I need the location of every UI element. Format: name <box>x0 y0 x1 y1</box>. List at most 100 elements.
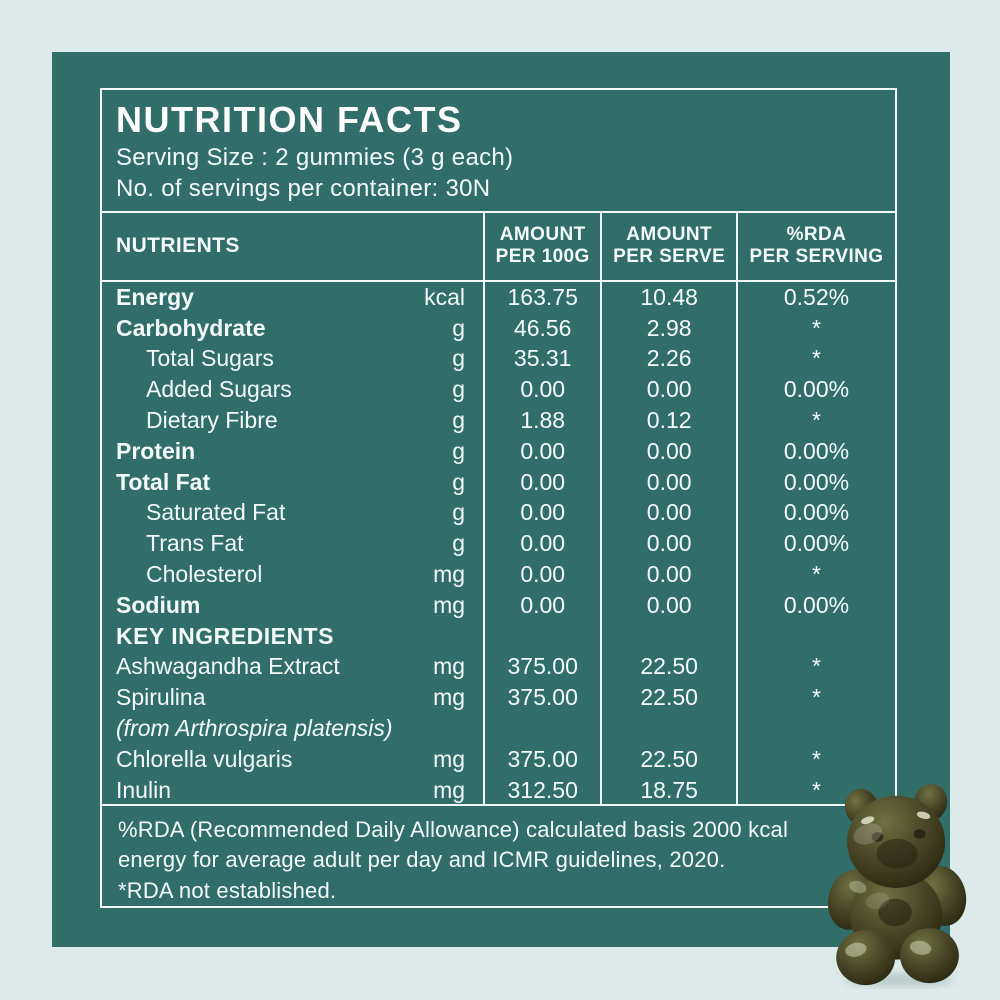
nutrient-name: Total Sugars <box>146 345 274 372</box>
table-row: Total Sugars g 35.31 2.26 * <box>102 343 895 374</box>
table-row: Dietary Fibre g 1.88 0.12 * <box>102 404 895 436</box>
table-row: Sodium mg 0.00 0.00 0.00% <box>102 589 895 621</box>
table-row: Chlorella vulgaris mg 375.00 22.50 * <box>102 743 895 775</box>
nutrient-unit: g <box>452 407 466 434</box>
table-row: Ashwagandha Extract mg 375.00 22.50 * <box>102 651 895 682</box>
value-per-serve <box>602 620 738 652</box>
value-per-100g: 35.31 <box>485 343 603 374</box>
value-per-serve: 0.00 <box>602 435 738 467</box>
nutrient-name-cell: Trans Fat g <box>102 527 486 559</box>
nutrient-unit: mg <box>433 653 466 680</box>
nutrient-name-cell: Inulin mg <box>102 774 486 806</box>
nutrient-name: Trans Fat <box>146 530 244 557</box>
value-per-100g <box>485 712 603 744</box>
nutrient-name-cell: (from Arthrospira platensis) <box>102 712 486 744</box>
nutrient-name-cell: Energy kcal <box>102 281 486 313</box>
table-row: Added Sugars g 0.00 0.00 0.00% <box>102 373 895 405</box>
column-header-rda-per-serving: %RDA PER SERVING <box>749 224 884 268</box>
table-body: Energy kcal 163.75 10.48 0.52% Carbohydrate g 4… <box>102 281 895 806</box>
nutrient-unit: g <box>452 345 466 372</box>
value-per-serve <box>602 712 738 744</box>
nutrient-name: Inulin <box>116 776 171 803</box>
value-per-100g: 312.50 <box>485 774 603 806</box>
nutrient-name: Chlorella vulgaris <box>116 745 293 772</box>
table-row: Trans Fat g 0.00 0.00 0.00% <box>102 527 895 559</box>
value-rda: 0.00% <box>783 468 850 495</box>
nutrient-name: KEY INGREDIENTS <box>116 622 334 649</box>
nutrient-unit: mg <box>433 776 466 803</box>
value-per-100g: 375.00 <box>485 681 603 713</box>
table-row: Cholesterol mg 0.00 0.00 * <box>102 558 895 590</box>
nutrient-unit: mg <box>433 745 466 772</box>
nutrient-unit: g <box>452 376 466 403</box>
value-rda <box>738 620 895 651</box>
nutrient-name-cell: Dietary Fibre g <box>102 404 486 436</box>
nutrient-name: Ashwagandha Extract <box>116 653 340 680</box>
nutrient-name: Total Fat <box>116 468 211 495</box>
value-per-100g: 0.00 <box>485 466 603 498</box>
value-per-100g: 0.00 <box>485 497 603 528</box>
value-per-serve: 10.48 <box>602 281 738 313</box>
value-per-serve: 0.00 <box>602 497 738 528</box>
value-rda: * <box>811 561 821 588</box>
nutrient-name: Sodium <box>116 591 201 618</box>
nutrient-name: Protein <box>116 437 196 464</box>
nutrient-name: Cholesterol <box>146 561 263 588</box>
value-per-serve: 22.50 <box>602 681 738 713</box>
nutrient-name-cell: Saturated Fat g <box>102 497 486 528</box>
value-rda: 0.00% <box>783 437 850 464</box>
nutrient-name: Saturated Fat <box>146 499 286 526</box>
nutrient-name: Carbohydrate <box>116 314 266 341</box>
footnote-line-3: *RDA not established. <box>118 877 337 903</box>
nutrient-name-cell: Cholesterol mg <box>102 558 486 590</box>
nutrient-unit: mg <box>433 591 466 618</box>
value-rda: 0.00% <box>783 591 850 618</box>
value-rda: 0.00% <box>783 530 850 557</box>
value-per-serve: 0.12 <box>602 404 738 436</box>
nutrition-table: NUTRITION FACTS Serving Size : 2 gummies… <box>100 88 897 908</box>
column-header-amount-per-100g: AMOUNT PER 100G <box>485 212 603 280</box>
nutrient-name-cell: Added Sugars g <box>102 373 486 405</box>
nutrient-name-cell: Chlorella vulgaris mg <box>102 743 486 775</box>
table-row: Protein g 0.00 0.00 0.00% <box>102 435 895 467</box>
value-rda: 0.52% <box>783 283 850 310</box>
footnote-line-2: energy for average adult per day and ICM… <box>118 847 726 872</box>
value-per-100g: 375.00 <box>485 743 603 775</box>
table-row: Inulin mg 312.50 18.75 * <box>102 774 895 806</box>
nutrient-unit: mg <box>433 561 466 588</box>
value-per-100g: 0.00 <box>485 435 603 467</box>
table-title-section: NUTRITION FACTS Serving Size : 2 gummies… <box>102 90 895 213</box>
nutrient-name: Dietary Fibre <box>146 407 278 434</box>
table-row: Total Fat g 0.00 0.00 0.00% <box>102 466 895 498</box>
nutrient-unit: mg <box>433 684 466 711</box>
nutrient-name: Added Sugars <box>146 376 292 403</box>
value-per-100g: 0.00 <box>485 527 603 559</box>
table-row: Saturated Fat g 0.00 0.00 0.00% <box>102 497 895 528</box>
value-rda: 0.00% <box>783 376 850 403</box>
nutrient-unit: g <box>452 499 466 526</box>
value-per-serve: 22.50 <box>602 651 738 682</box>
column-header-amount-per-serve: AMOUNT PER SERVE <box>602 212 738 280</box>
nutrient-name: (from Arthrospira platensis) <box>116 715 393 742</box>
value-per-serve: 0.00 <box>602 466 738 498</box>
value-per-100g: 46.56 <box>485 312 603 344</box>
value-rda: * <box>811 653 821 680</box>
column-header-row: NUTRIENTS AMOUNT PER 100G AMOUNT PER SER… <box>102 212 895 282</box>
nutrition-panel: NUTRITION FACTS Serving Size : 2 gummies… <box>52 52 950 947</box>
value-per-serve: 2.98 <box>602 312 738 344</box>
value-rda <box>738 713 895 744</box>
value-per-serve: 0.00 <box>602 527 738 559</box>
value-per-serve: 18.75 <box>602 774 738 806</box>
column-header-nutrients: NUTRIENTS <box>102 212 486 280</box>
value-rda: * <box>811 776 821 803</box>
value-per-100g: 1.88 <box>485 404 603 436</box>
value-per-100g: 375.00 <box>485 651 603 682</box>
nutrient-name: Energy <box>116 283 194 310</box>
value-rda: * <box>811 684 821 711</box>
footnote-line-1: %RDA (Recommended Daily Allowance) calcu… <box>118 816 789 842</box>
table-row: KEY INGREDIENTS <box>102 620 895 652</box>
nutrition-facts-title: NUTRITION FACTS <box>116 99 463 140</box>
value-per-100g: 163.75 <box>485 281 603 313</box>
nutrient-unit: g <box>452 437 466 464</box>
